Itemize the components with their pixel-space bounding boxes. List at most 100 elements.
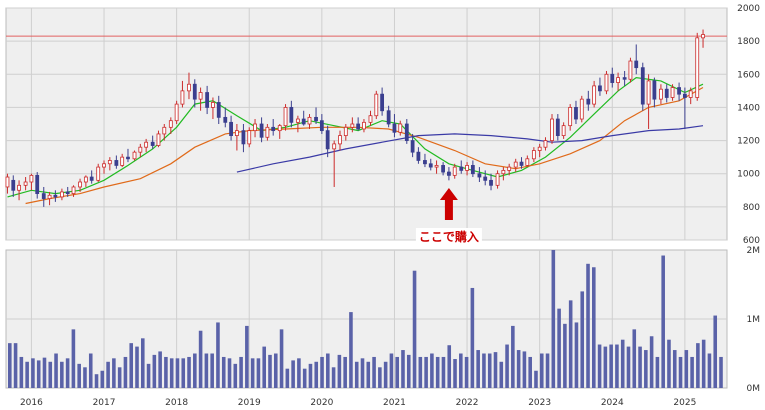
candle-up [60, 191, 64, 198]
volume-bar [632, 329, 637, 388]
volume-bar [164, 356, 168, 388]
volume-bar [83, 367, 87, 388]
volume-bar [291, 360, 295, 388]
volume-bar [626, 346, 631, 388]
volume-bar [378, 367, 382, 388]
volume-bar [94, 374, 99, 388]
x-tick-label: 2020 [310, 398, 333, 408]
candle-down [483, 176, 488, 181]
candle-up [398, 123, 403, 133]
candle-down [677, 87, 681, 95]
candle-up [368, 115, 373, 123]
volume-bar [273, 353, 278, 388]
candle-up [71, 186, 76, 195]
candle-up [47, 194, 52, 199]
volume-bar [459, 353, 463, 388]
volume-bar [655, 356, 660, 388]
x-tick-label: 2025 [673, 398, 696, 408]
candle-down [574, 107, 578, 120]
x-tick-label: 2022 [456, 398, 479, 408]
volume-y-tick-label: 1M [747, 315, 761, 325]
volume-bar [545, 353, 550, 388]
candle-down [634, 60, 639, 69]
candle-down [301, 118, 306, 125]
volume-bar [482, 353, 486, 388]
volume-bar [354, 361, 359, 388]
candle-down [114, 160, 119, 166]
candle-up [198, 92, 203, 100]
candle-down [477, 173, 482, 178]
x-tick-label: 2021 [383, 398, 406, 408]
volume-bar [372, 356, 376, 388]
candle-down [380, 93, 385, 112]
candle-up [616, 77, 620, 83]
candle-up [659, 88, 663, 100]
volume-bar [430, 353, 434, 388]
candle-up [701, 34, 705, 39]
volume-bar [447, 345, 452, 388]
candle-up [29, 174, 34, 183]
volume-bar [395, 356, 399, 388]
candle-down [259, 123, 264, 138]
candle-down [404, 123, 409, 141]
candle-down [586, 98, 591, 105]
volume-bar [696, 343, 700, 388]
volume-bar [383, 361, 388, 388]
volume-bar [713, 315, 718, 388]
price-y-tick-label: 600 [743, 236, 760, 246]
candle-up [102, 163, 106, 168]
candle-down [386, 110, 391, 125]
volume-bar [603, 346, 608, 388]
volume-bar [187, 356, 191, 388]
purchase-arrow-icon [439, 188, 458, 220]
price-panel-background [5, 7, 728, 241]
volume-bar [487, 353, 492, 388]
volume-bar [331, 367, 336, 388]
candle-down [53, 194, 58, 198]
volume-bar [337, 354, 342, 388]
volume-bar [441, 356, 446, 388]
volume-bar [592, 267, 596, 388]
volume-bar [169, 358, 174, 388]
volume-bar [262, 346, 267, 388]
purchase-annotation-label: ここで購入 [419, 229, 479, 244]
volume-bar [493, 352, 498, 388]
volume-bar [152, 354, 157, 388]
volume-bar [401, 350, 405, 388]
x-tick-label: 2018 [165, 398, 188, 408]
candle-down [555, 118, 560, 137]
price-y-tick-label: 1600 [737, 70, 760, 80]
volume-bar [60, 361, 64, 388]
candle-down [192, 83, 197, 100]
candle-up [107, 160, 112, 165]
volume-bar [580, 291, 585, 388]
volume-bar [181, 358, 186, 388]
candle-up [343, 126, 348, 136]
candle-down [65, 191, 70, 194]
volume-bar [638, 346, 642, 388]
candle-up [132, 151, 137, 160]
candle-up [265, 126, 270, 138]
candle-down [41, 193, 46, 199]
candle-up [138, 146, 143, 153]
candle-up [338, 135, 342, 145]
volume-bar [71, 329, 76, 388]
candle-up [144, 141, 149, 148]
volume-bar [204, 353, 209, 388]
x-tick-label: 2019 [238, 398, 261, 408]
price-y-tick-label: 1000 [737, 170, 760, 180]
volume-bar [117, 367, 122, 388]
volume-bar [146, 363, 151, 388]
candle-up [96, 166, 101, 181]
volume-bar [77, 363, 81, 388]
candle-up [374, 93, 379, 117]
price-y-tick-label: 1200 [737, 137, 760, 147]
annotation-layer: ここで購入 [415, 188, 482, 245]
candle-up [604, 73, 609, 92]
volume-bar [250, 358, 255, 388]
volume-bar [406, 354, 411, 388]
volume-bar [557, 308, 561, 388]
volume-bar [528, 356, 532, 388]
volume-bar [65, 358, 70, 388]
candle-down [126, 156, 130, 160]
